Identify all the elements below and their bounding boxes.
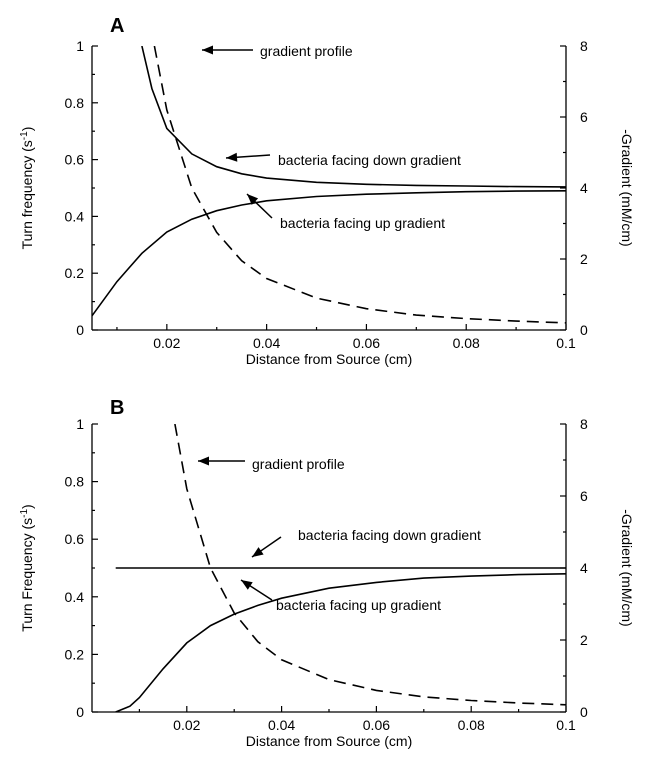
y-left-tick-label: 0.4: [65, 589, 85, 605]
y-right-tick-label: 8: [580, 38, 588, 54]
x-tick-label: 0.06: [353, 335, 380, 351]
y-left-tick-label: 0.8: [65, 474, 85, 490]
y-right-tick-label: 4: [580, 560, 588, 576]
annotation-arrow-head: [202, 45, 213, 55]
annotation-label: bacteria facing down gradient: [278, 152, 461, 168]
y-left-tick-label: 0: [76, 704, 84, 720]
panel-a: A0.02 0.04 0.06 0.08 0.100.20.40.60.8102468D…: [19, 15, 635, 367]
y-right-axis-title: -Gradient (mM/cm): [619, 509, 635, 626]
x-tick-label: 0.02: [153, 335, 180, 351]
series-down-gradient-line: [141, 46, 566, 188]
y-right-tick-label: 8: [580, 416, 588, 432]
series-gradient-profile-line: [174, 424, 566, 706]
series-up-gradient-line: [92, 190, 566, 317]
x-tick-label: 0.02: [173, 717, 200, 733]
y-right-tick-label: 0: [580, 322, 588, 338]
annotation-arrow-head: [252, 547, 264, 557]
x-tick-label: 0.1: [556, 335, 576, 351]
annotation-arrow-head: [226, 152, 238, 162]
y-left-axis-title: Turn frequency (s-1): [19, 127, 35, 250]
panel-label: A: [110, 15, 124, 37]
y-left-tick-label: 0.2: [65, 646, 85, 662]
y-left-tick-label: 0.6: [65, 531, 85, 547]
y-right-tick-label: 2: [580, 632, 588, 648]
y-left-tick-label: 0: [76, 322, 84, 338]
y-left-axis-title: Turn Frequency (s-1): [19, 504, 35, 631]
y-left-tick-label: 0.8: [65, 95, 85, 111]
panel-b: B0.02 0.04 0.06 0.08 0.100.20.40.60.8102468D…: [19, 397, 635, 749]
x-tick-label: 0.06: [363, 717, 390, 733]
x-tick-label: 0.08: [453, 335, 480, 351]
y-left-tick-label: 0.2: [65, 265, 85, 281]
x-axis-title: Distance from Source (cm): [246, 733, 412, 749]
y-right-tick-label: 0: [580, 704, 588, 720]
panel-label: B: [110, 397, 124, 419]
y-left-tick-label: 1: [76, 38, 84, 54]
annotation-arrow-head: [247, 194, 259, 205]
y-left-tick-label: 0.4: [65, 208, 85, 224]
y-right-tick-label: 2: [580, 251, 588, 267]
x-tick-label: 0.08: [458, 717, 485, 733]
x-tick-label: 0.04: [268, 717, 295, 733]
annotation-label: gradient profile: [252, 456, 345, 472]
y-left-tick-label: 0.6: [65, 152, 85, 168]
series-gradient-profile-line: [153, 46, 566, 324]
annotation-arrow-head: [198, 456, 209, 466]
x-tick-label: 0.1: [556, 717, 576, 733]
series-up-gradient-line: [115, 573, 566, 712]
x-tick-label: 0.04: [253, 335, 280, 351]
y-right-tick-label: 6: [580, 109, 588, 125]
x-axis-title: Distance from Source (cm): [246, 351, 412, 367]
annotation-label: bacteria facing up gradient: [280, 215, 445, 231]
annotation-label: bacteria facing down gradient: [298, 527, 481, 543]
y-left-tick-label: 1: [76, 416, 84, 432]
y-right-tick-label: 4: [580, 180, 588, 196]
annotation-arrow-head: [241, 580, 253, 590]
y-right-tick-label: 6: [580, 488, 588, 504]
annotation-label: bacteria facing up gradient: [276, 597, 441, 613]
y-right-axis-title: -Gradient (mM/cm): [619, 129, 635, 246]
annotation-label: gradient profile: [260, 43, 353, 59]
